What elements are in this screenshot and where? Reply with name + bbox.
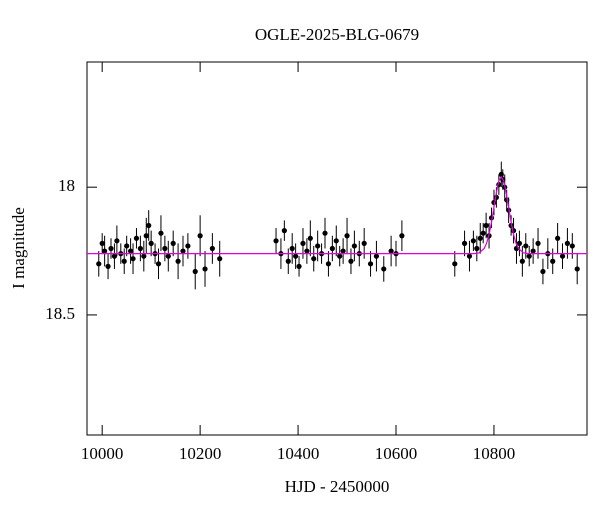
data-point (340, 248, 346, 254)
data-point (325, 261, 332, 267)
data-point (96, 261, 102, 267)
y-tick-label: 18.5 (45, 304, 75, 323)
data-point (102, 248, 108, 254)
x-tick-label: 10200 (179, 444, 222, 463)
data-point (114, 238, 120, 244)
data-point (344, 233, 350, 239)
data-point (146, 222, 152, 229)
data-point (293, 253, 299, 259)
data-point (555, 235, 561, 241)
data-point (202, 266, 208, 272)
data-point (155, 261, 162, 267)
data-point (180, 248, 186, 254)
data-point (535, 240, 541, 246)
data-point (141, 253, 147, 259)
data-point (185, 243, 191, 249)
x-tick-label: 10000 (81, 444, 124, 463)
data-point (516, 240, 523, 246)
data-point (130, 256, 136, 262)
data-point (124, 243, 130, 249)
data-point (285, 258, 291, 264)
data-point (143, 233, 149, 239)
data-point (209, 245, 215, 252)
data-point (315, 243, 321, 249)
data-point (361, 240, 367, 246)
data-point (470, 238, 476, 244)
data-point (333, 238, 339, 244)
data-point (137, 245, 143, 252)
data-point (111, 253, 118, 259)
data-point (530, 248, 536, 254)
data-point (322, 230, 328, 236)
data-point (170, 240, 176, 246)
data-point (540, 268, 546, 275)
data-point (564, 240, 571, 246)
x-axis-label: HJD - 2450000 (285, 477, 390, 496)
data-point (133, 235, 140, 241)
x-tick-label: 10800 (473, 444, 516, 463)
data-point (105, 263, 111, 269)
data-point (523, 243, 529, 249)
data-point (165, 253, 171, 259)
data-point (162, 245, 168, 252)
data-point (197, 233, 203, 239)
data-point (477, 235, 483, 241)
y-axis-label: I magnitude (9, 207, 28, 289)
chart-title: OGLE-2025-BLG-0679 (255, 25, 419, 44)
data-point (373, 253, 380, 259)
data-point (108, 245, 114, 252)
data-point (217, 256, 223, 262)
x-tick-label: 10400 (277, 444, 320, 463)
data-point (480, 230, 486, 236)
x-tick-label: 10600 (375, 444, 418, 463)
data-point (466, 253, 473, 259)
data-point (399, 233, 405, 239)
data-point (452, 261, 458, 267)
data-point (296, 263, 302, 269)
data-point (311, 256, 317, 262)
data-point (99, 240, 105, 246)
data-point (569, 243, 575, 249)
data-point (337, 253, 343, 259)
data-point (121, 258, 127, 264)
data-point (329, 245, 335, 252)
data-point (192, 268, 198, 275)
data-point (175, 258, 181, 264)
data-point (519, 258, 525, 264)
data-point (483, 222, 489, 229)
data-point (559, 253, 566, 259)
data-point (281, 228, 287, 234)
data-point (526, 253, 532, 259)
data-point (304, 248, 310, 254)
data-point (273, 238, 279, 244)
data-point (474, 245, 480, 252)
data-point (158, 230, 164, 236)
data-point (388, 248, 394, 254)
data-point (127, 248, 134, 254)
plot-frame (86, 61, 588, 436)
data-point (550, 258, 556, 264)
model-curve (87, 175, 587, 255)
data-point (461, 240, 468, 246)
data-point (574, 266, 580, 272)
data-point (289, 245, 295, 252)
data-point (381, 266, 387, 272)
data-point (307, 235, 313, 241)
data-point (348, 258, 354, 264)
data-point (148, 240, 154, 246)
data-point (300, 240, 306, 246)
data-point (351, 243, 357, 249)
y-tick-label: 18 (58, 176, 75, 195)
data-point (367, 261, 374, 267)
